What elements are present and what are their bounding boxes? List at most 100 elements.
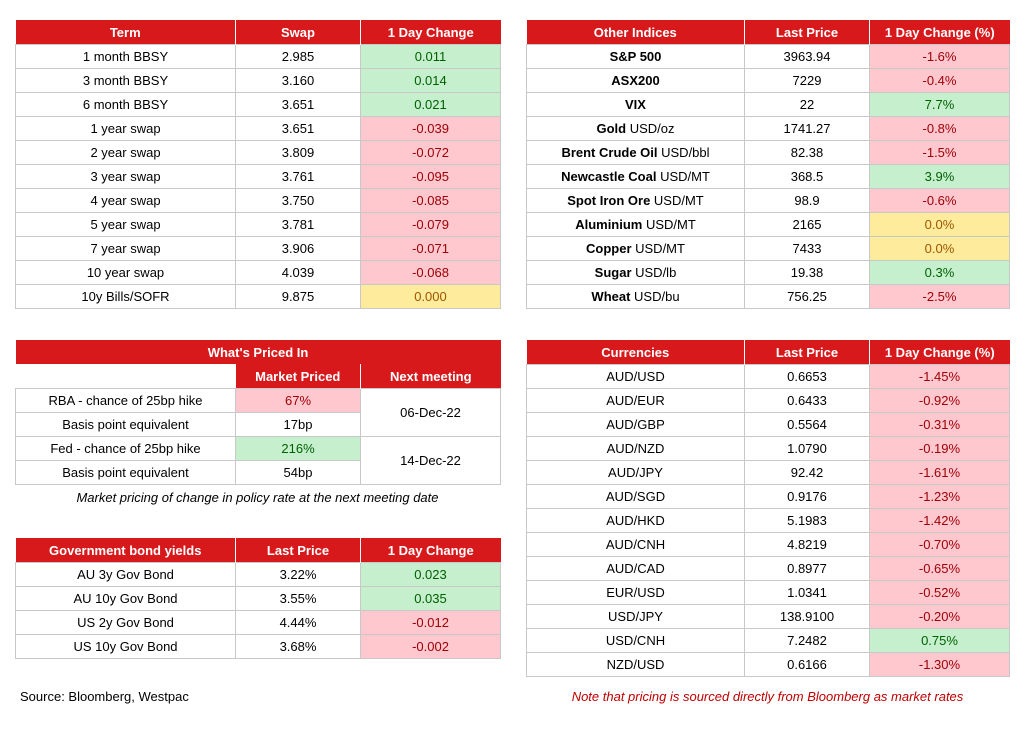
currency-price: 0.8977: [744, 556, 870, 581]
index-change: 7.7%: [869, 92, 1010, 117]
table-row: AUD/HKD 5.1983 -1.42%: [526, 508, 1010, 533]
swap-value: 3.750: [235, 188, 361, 213]
swap-term: 5 year swap: [15, 212, 236, 237]
currency-change: -0.31%: [869, 412, 1010, 437]
table-row: Gold USD/oz 1741.27 -0.8%: [526, 116, 1010, 141]
table-row: EUR/USD 1.0341 -0.52%: [526, 580, 1010, 605]
bonds-table-body: AU 3y Gov Bond 3.22% 0.023 AU 10y Gov Bond 3…: [15, 562, 501, 659]
index-name: Newcastle Coal: [561, 169, 657, 184]
index-unit: USD/bu: [630, 289, 680, 304]
table-row: USD/CNH 7.2482 0.75%: [526, 628, 1010, 653]
table-row: 4 year swap 3.750 -0.085: [15, 188, 501, 213]
priced-in-blank: [15, 364, 236, 389]
table-row: 10y Bills/SOFR 9.875 0.000: [15, 284, 501, 309]
index-change: -1.6%: [869, 44, 1010, 69]
currency-pair: AUD/NZD: [526, 436, 745, 461]
swap-term: 2 year swap: [15, 140, 236, 165]
index-name: Aluminium: [575, 217, 643, 232]
index-change: -0.8%: [869, 116, 1010, 141]
rba-bp-value: 17bp: [235, 412, 361, 437]
table-row: 1 year swap 3.651 -0.039: [15, 116, 501, 141]
indices-table: Other Indices Last Price 1 Day Change (%…: [526, 20, 1010, 309]
index-name-cell: Aluminium USD/MT: [526, 212, 745, 237]
table-row: Aluminium USD/MT 2165 0.0%: [526, 212, 1010, 237]
currency-pair: NZD/USD: [526, 652, 745, 677]
table-row: USD/JPY 138.9100 -0.20%: [526, 604, 1010, 629]
currency-price: 138.9100: [744, 604, 870, 629]
swap-value: 3.781: [235, 212, 361, 237]
table-row: 7 year swap 3.906 -0.071: [15, 236, 501, 261]
index-name: Sugar: [594, 265, 632, 280]
swap-term: 3 month BBSY: [15, 68, 236, 93]
currency-price: 0.6653: [744, 364, 870, 389]
currency-pair: AUD/CAD: [526, 556, 745, 581]
swap-change: 0.021: [360, 92, 501, 117]
currency-change: -1.45%: [869, 364, 1010, 389]
swap-term: 10 year swap: [15, 260, 236, 285]
table-row: US 10y Gov Bond 3.68% -0.002: [15, 634, 501, 659]
swaps-header-swap: Swap: [235, 20, 361, 45]
bond-name: US 2y Gov Bond: [15, 610, 236, 635]
fed-bp-label: Basis point equivalent: [15, 460, 236, 485]
index-unit: USD/bbl: [657, 145, 710, 160]
table-row: AU 3y Gov Bond 3.22% 0.023: [15, 562, 501, 587]
bond-change: -0.012: [360, 610, 501, 635]
index-name-cell: Spot Iron Ore USD/MT: [526, 188, 745, 213]
index-price: 1741.27: [744, 116, 870, 141]
index-change: 0.0%: [869, 236, 1010, 261]
index-change: 0.3%: [869, 260, 1010, 285]
table-row: NZD/USD 0.6166 -1.30%: [526, 652, 1010, 677]
bond-change: 0.035: [360, 586, 501, 611]
swaps-header-term: Term: [15, 20, 236, 45]
table-row: AUD/CNH 4.8219 -0.70%: [526, 532, 1010, 557]
index-name: Gold: [596, 121, 627, 136]
table-row: 6 month BBSY 3.651 0.021: [15, 92, 501, 117]
swap-term: 10y Bills/SOFR: [15, 284, 236, 309]
table-row: RBA - chance of 25bp hike 67% 06-Dec-22: [15, 388, 502, 437]
index-change: -2.5%: [869, 284, 1010, 309]
swap-change: 0.000: [360, 284, 501, 309]
bonds-table: Government bond yields Last Price 1 Day …: [15, 538, 501, 659]
swap-value: 3.160: [235, 68, 361, 93]
swaps-table-body: 1 month BBSY 2.985 0.011 3 month BBSY 3.160 0…: [15, 44, 501, 309]
swap-change: -0.072: [360, 140, 501, 165]
table-row: VIX 22 7.7%: [526, 92, 1010, 117]
swap-change: -0.039: [360, 116, 501, 141]
bonds-header-name: Government bond yields: [15, 538, 236, 563]
indices-panel: Other Indices Last Price 1 Day Change (%…: [526, 20, 1010, 309]
bond-price: 3.22%: [235, 562, 361, 587]
currency-change: -0.20%: [869, 604, 1010, 629]
currencies-panel: Currencies Last Price 1 Day Change (%) A…: [526, 340, 1010, 677]
swap-value: 9.875: [235, 284, 361, 309]
currencies-header-price: Last Price: [744, 340, 870, 365]
bond-name: US 10y Gov Bond: [15, 634, 236, 659]
priced-in-header-next: Next meeting: [360, 364, 501, 389]
currency-change: -1.23%: [869, 484, 1010, 509]
currency-change: -0.19%: [869, 436, 1010, 461]
swap-term: 6 month BBSY: [15, 92, 236, 117]
currency-price: 92.42: [744, 460, 870, 485]
index-name-cell: Brent Crude Oil USD/bbl: [526, 140, 745, 165]
index-name-cell: Sugar USD/lb: [526, 260, 745, 285]
currency-change: -1.61%: [869, 460, 1010, 485]
currency-change: -0.92%: [869, 388, 1010, 413]
currencies-table-body: AUD/USD 0.6653 -1.45% AUD/EUR 0.6433 -0.92% AU…: [526, 364, 1010, 677]
table-row: 2 year swap 3.809 -0.072: [15, 140, 501, 165]
currency-pair: AUD/GBP: [526, 412, 745, 437]
table-row: AUD/USD 0.6653 -1.45%: [526, 364, 1010, 389]
index-name: VIX: [625, 97, 646, 112]
swap-change: -0.079: [360, 212, 501, 237]
index-unit: USD/MT: [631, 241, 685, 256]
index-price: 368.5: [744, 164, 870, 189]
currency-price: 1.0341: [744, 580, 870, 605]
rba-label: RBA - chance of 25bp hike: [15, 388, 236, 413]
bond-price: 4.44%: [235, 610, 361, 635]
swap-change: -0.085: [360, 188, 501, 213]
table-row: AU 10y Gov Bond 3.55% 0.035: [15, 586, 501, 611]
priced-in-title: What's Priced In: [15, 340, 501, 364]
disclaimer-note: Note that pricing is sourced directly fr…: [571, 689, 964, 704]
index-change: 0.0%: [869, 212, 1010, 237]
swap-value: 3.906: [235, 236, 361, 261]
index-price: 7433: [744, 236, 870, 261]
index-unit: USD/MT: [650, 193, 704, 208]
